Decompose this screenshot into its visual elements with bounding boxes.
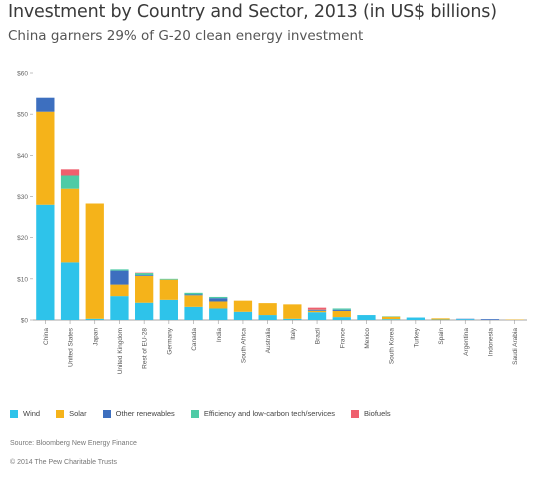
legend-item-other-renewables: Other renewables bbox=[102, 409, 175, 418]
bar-segment bbox=[307, 307, 327, 310]
bar-segment bbox=[135, 302, 154, 320]
x-tick-label: Turkey bbox=[413, 327, 420, 347]
bar-segment bbox=[184, 306, 203, 320]
x-tick-label: United Kingdom bbox=[117, 328, 124, 374]
bar-segment bbox=[258, 315, 277, 320]
x-tick-label: Argentina bbox=[463, 328, 470, 356]
x-tick-label: South Africa bbox=[240, 328, 247, 363]
x-tick-label: Spain bbox=[438, 328, 445, 345]
x-tick-label: Indonesia bbox=[487, 328, 494, 357]
bar-segment bbox=[184, 292, 203, 295]
bar-segment bbox=[332, 310, 351, 318]
x-tick-label: Rest of EU-28 bbox=[142, 328, 149, 369]
source-note: Source: Bloomberg New Energy Finance bbox=[10, 440, 137, 447]
legend-label-other-renewables: Other renewables bbox=[115, 409, 175, 418]
bar-segment bbox=[209, 308, 228, 320]
bar-segment bbox=[110, 269, 129, 271]
bar-segment bbox=[159, 299, 178, 320]
bar-segment bbox=[209, 301, 228, 309]
x-tick-label: Germany bbox=[166, 327, 173, 354]
bar-segment bbox=[357, 315, 376, 320]
x-tick-label: United States bbox=[68, 327, 75, 367]
legend-label-wind: Wind bbox=[23, 409, 41, 418]
bar-segment bbox=[480, 319, 500, 320]
bar-segment bbox=[60, 175, 80, 189]
x-tick-label: Canada bbox=[191, 328, 198, 351]
legend-label-solar: Solar bbox=[69, 409, 87, 418]
bar-segment bbox=[431, 318, 450, 320]
bar-segment bbox=[456, 319, 475, 320]
legend-swatch-wind bbox=[10, 409, 18, 418]
bar-segment bbox=[382, 316, 401, 320]
bar-segment bbox=[307, 310, 327, 313]
bar-segment bbox=[258, 303, 277, 316]
bar-segment bbox=[159, 278, 178, 280]
bar-segment bbox=[110, 284, 129, 297]
bar-segment bbox=[283, 318, 302, 320]
bar-segment bbox=[36, 97, 55, 112]
bar-segment bbox=[209, 296, 228, 299]
stacked-bar-chart: $0 $10 $20 $30 $40 $50 $60 China United States Ja… bbox=[17, 71, 527, 374]
bar-segment bbox=[36, 111, 55, 205]
y-tick-label: $0 bbox=[21, 318, 29, 325]
chart-subtitle: China garners 29% of G-20 clean energy i… bbox=[8, 28, 364, 44]
legend-label-biofuels: Biofuels bbox=[364, 409, 391, 418]
bar-segment bbox=[60, 169, 80, 176]
x-tick-label: India bbox=[216, 328, 223, 342]
bar-segment bbox=[283, 304, 302, 319]
x-tick-label: Saudi Arabia bbox=[512, 328, 519, 365]
bar-segment bbox=[332, 308, 351, 310]
bar-segment bbox=[307, 312, 327, 320]
y-tick-label: $10 bbox=[17, 276, 28, 283]
x-tick-label: China bbox=[43, 328, 50, 345]
x-tick-label: South Korea bbox=[389, 328, 396, 365]
legend-label-efficiency: Efficiency and low-carbon tech/services bbox=[203, 409, 335, 418]
legend-item-efficiency: Efficiency and low-carbon tech/services bbox=[190, 409, 335, 418]
legend-swatch-biofuels bbox=[351, 409, 359, 418]
legend-item-biofuels: Biofuels bbox=[351, 409, 391, 418]
bar-segment bbox=[60, 262, 80, 320]
bar-segment bbox=[85, 318, 104, 320]
bar-segment bbox=[159, 279, 178, 300]
legend-swatch-efficiency bbox=[190, 409, 199, 418]
chart-legend: Wind Solar Other renewables Efficiency a… bbox=[10, 409, 407, 418]
bar-segment bbox=[382, 319, 401, 320]
bar-segment bbox=[233, 300, 253, 312]
bar-segment bbox=[110, 270, 129, 285]
bar-segment bbox=[135, 275, 154, 303]
bar-segment bbox=[184, 295, 203, 307]
bar-segment bbox=[135, 273, 154, 276]
bar-segment bbox=[332, 309, 351, 311]
y-tick-label: $30 bbox=[17, 194, 28, 201]
bar-segment bbox=[110, 296, 129, 320]
bar-segment bbox=[307, 310, 327, 311]
y-tick-label: $50 bbox=[17, 112, 28, 119]
bar-segment bbox=[332, 317, 351, 320]
bar-segment bbox=[60, 188, 80, 263]
bar-segment bbox=[406, 317, 425, 320]
legend-swatch-solar bbox=[56, 409, 65, 418]
x-tick-label: Italy bbox=[290, 327, 297, 340]
legend-item-wind: Wind bbox=[10, 409, 40, 418]
bar-segment bbox=[184, 294, 203, 296]
x-tick-label: Japan bbox=[92, 328, 99, 346]
x-tick-label: Mexico bbox=[364, 328, 371, 349]
chart-title: Investment by Country and Sector, 2013 (… bbox=[8, 2, 497, 22]
x-tick-label: Australia bbox=[265, 328, 272, 354]
bar-segment bbox=[135, 275, 154, 276]
legend-swatch-other-renewables bbox=[102, 409, 111, 418]
bar-segment bbox=[85, 203, 104, 319]
y-tick-label: $40 bbox=[17, 153, 28, 160]
bar-segment bbox=[233, 311, 253, 320]
y-tick-label: $60 bbox=[17, 71, 28, 78]
bar-segment bbox=[209, 298, 228, 302]
legend-item-solar: Solar bbox=[56, 409, 87, 418]
x-tick-label: France bbox=[339, 328, 346, 349]
x-tick-label: Brazil bbox=[315, 327, 322, 344]
copyright-note: © 2014 The Pew Charitable Trusts bbox=[10, 459, 117, 466]
bar-segment bbox=[36, 204, 55, 320]
y-tick-label: $20 bbox=[17, 235, 28, 242]
